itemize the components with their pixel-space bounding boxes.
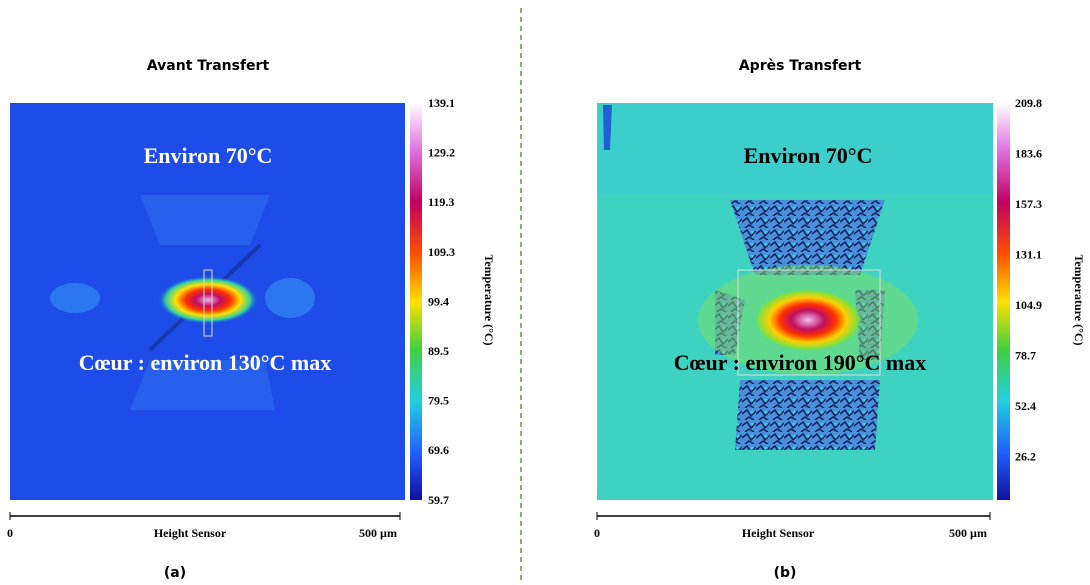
colorbar-tick-label: 129.2 bbox=[428, 146, 455, 160]
colorbar-label: Temperature (°C) bbox=[482, 254, 496, 345]
annotation: Cœur : environ 190°C max bbox=[674, 350, 926, 375]
scale-end: 500 µm bbox=[949, 526, 987, 540]
thermal-map bbox=[10, 103, 405, 500]
panel-title: Après Transfert bbox=[739, 58, 862, 74]
colorbar-label: Temperature (°C) bbox=[1072, 254, 1086, 345]
colorbar-tick-label: 139.1 bbox=[428, 96, 455, 110]
colorbar-tick-label: 52.4 bbox=[1015, 399, 1036, 413]
caption: (b) bbox=[774, 565, 797, 581]
colorbar-tick-label: 79.5 bbox=[428, 394, 449, 408]
colorbar-tick-label: 89.5 bbox=[428, 344, 449, 358]
scale-start: 0 bbox=[7, 526, 13, 540]
colorbar-tick-label: 69.6 bbox=[428, 443, 449, 457]
colorbar-tick-label: 78.7 bbox=[1015, 349, 1036, 363]
annotation: Environ 70°C bbox=[144, 143, 273, 168]
colorbar-tick-label: 26.2 bbox=[1015, 450, 1036, 464]
colorbar-tick-label: 99.4 bbox=[428, 294, 449, 308]
annotation: Environ 70°C bbox=[744, 143, 873, 168]
colorbar bbox=[410, 103, 422, 500]
scale-label: Height Sensor bbox=[742, 526, 815, 540]
colorbar-tick-label: 104.9 bbox=[1015, 298, 1042, 312]
colorbar-tick-label: 59.7 bbox=[428, 493, 449, 507]
colorbar-tick-label: 157.3 bbox=[1015, 197, 1042, 211]
colorbar-tick-label: 119.3 bbox=[428, 195, 454, 209]
scale-start: 0 bbox=[594, 526, 600, 540]
annotation: Cœur : environ 130°C max bbox=[79, 350, 331, 375]
panel-title: Avant Transfert bbox=[147, 58, 270, 74]
colorbar-tick-label: 183.6 bbox=[1015, 147, 1042, 161]
scale-label: Height Sensor bbox=[154, 526, 227, 540]
scale-end: 500 µm bbox=[359, 526, 397, 540]
thermal-map bbox=[597, 103, 993, 500]
colorbar-tick-label: 109.3 bbox=[428, 245, 455, 259]
caption: (a) bbox=[164, 565, 186, 581]
colorbar bbox=[997, 103, 1010, 500]
colorbar-tick-label: 131.1 bbox=[1015, 248, 1042, 262]
colorbar-tick-label: 209.8 bbox=[1015, 96, 1042, 110]
